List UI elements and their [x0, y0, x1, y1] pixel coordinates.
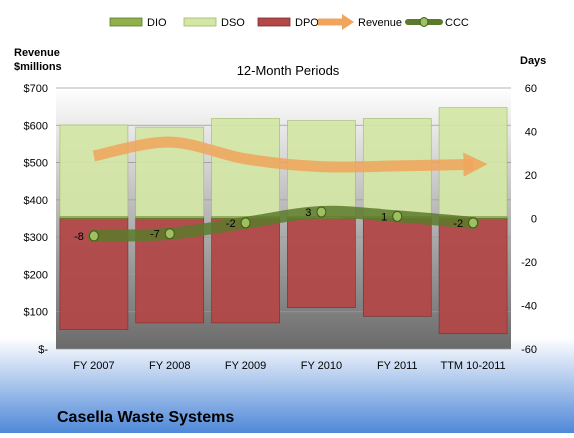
dso-bar	[59, 124, 129, 217]
dpo-bar	[287, 218, 356, 308]
chart-subtitle: 12-Month Periods	[237, 63, 340, 78]
legend: DIO DSO DPO Revenue CCC	[109, 14, 469, 30]
right-tick-label: -60	[521, 344, 537, 356]
dpo-bar	[438, 218, 508, 335]
left-tick-label: $-	[38, 344, 48, 356]
ccc-point	[392, 210, 403, 222]
right-tick-label: -40	[521, 301, 537, 313]
left-tick-label: $400	[24, 195, 48, 207]
category-label: FY 2007	[73, 360, 114, 372]
company-name: Casella Waste Systems	[57, 409, 234, 426]
category-labels: FY 2007 FY 2008 FY 2009 FY 2010 FY 2011 TTM 1…	[73, 360, 505, 372]
right-tick-label: 60	[525, 83, 537, 95]
right-tick-label: 0	[531, 214, 537, 226]
left-tick-label: $200	[24, 269, 48, 281]
gridlines	[56, 87, 511, 350]
category-label: FY 2008	[149, 360, 190, 372]
ccc-data-label: -2	[453, 218, 463, 230]
legend-entry: Revenue	[358, 17, 402, 29]
dpo-bar	[362, 218, 432, 317]
right-axis-ticks: -60 -40 -20 0 20 40 60	[521, 83, 537, 356]
ccc-data-label: 3	[305, 207, 311, 219]
left-tick-label: $100	[24, 307, 48, 319]
dio-bar	[59, 216, 129, 219]
ccc-point	[316, 206, 327, 218]
ccc-point	[240, 217, 251, 229]
left-tick-label: $300	[24, 232, 48, 244]
ccc-data-label: -2	[226, 218, 236, 230]
ccc-data-label: -7	[150, 229, 160, 241]
legend-arrowhead	[342, 14, 354, 30]
legend-marker	[419, 17, 429, 27]
left-tick-label: $600	[24, 120, 48, 132]
right-axis-title: Days	[520, 55, 546, 67]
ccc-data-label: -8	[74, 231, 84, 243]
category-label: FY 2010	[301, 360, 342, 372]
ccc-line	[87, 205, 480, 242]
revenue-line	[92, 136, 488, 177]
legend-swatch	[257, 17, 291, 27]
right-tick-label: -20	[521, 257, 537, 269]
category-label: FY 2009	[225, 360, 266, 372]
category-label: TTM 10-2011	[440, 360, 505, 372]
left-axis-title-line1: Revenue	[14, 47, 60, 59]
right-tick-label: 20	[525, 170, 537, 182]
ccc-point	[88, 230, 99, 242]
right-tick-label: 40	[525, 127, 537, 139]
legend-swatch	[109, 17, 143, 27]
dio-bar	[135, 216, 205, 219]
line-series: -8 -7 -2 3 1 -2	[74, 136, 488, 243]
left-axis-ticks: $- $100 $200 $300 $400 $500 $600 $700	[24, 83, 49, 356]
left-axis-title-line2: $millions	[14, 61, 62, 73]
left-tick-label: $500	[24, 158, 48, 170]
dpo-bar	[211, 218, 280, 324]
ccc-point	[468, 217, 479, 229]
legend-entry: DPO	[295, 17, 319, 29]
left-tick-label: $700	[24, 83, 48, 95]
ccc-point	[164, 228, 175, 240]
legend-entry: DIO	[147, 17, 167, 29]
legend-entry: CCC	[445, 17, 469, 29]
ccc-data-label: 1	[381, 211, 387, 223]
category-label: FY 2011	[377, 360, 418, 372]
legend-entry: DSO	[221, 17, 245, 29]
legend-swatch	[183, 17, 217, 27]
